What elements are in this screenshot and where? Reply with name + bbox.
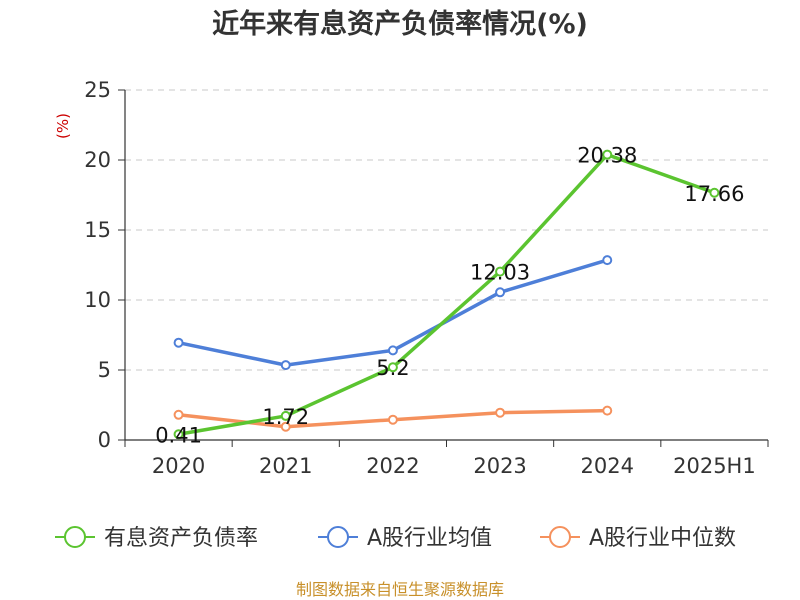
data-point (602, 255, 613, 266)
data-label: 17.66 (684, 182, 744, 206)
data-point (280, 421, 291, 432)
legend-marker (327, 526, 349, 548)
x-tick-label: 2020 (152, 454, 205, 478)
legend-marker (64, 526, 86, 548)
data-labels: 0.41 1.72 5.2 12.03 20.38 17.66 (155, 144, 744, 448)
legend-label: 有息资产负债率 (104, 526, 258, 551)
legend-marker (549, 526, 571, 548)
data-point (387, 414, 398, 425)
y-tick-label: 15 (84, 218, 111, 242)
x-tick-label: 2022 (366, 454, 419, 478)
x-tick-label: 2021 (259, 454, 312, 478)
data-label: 20.38 (577, 144, 637, 168)
x-tick-label: 2024 (581, 454, 634, 478)
y-tick-label: 20 (84, 148, 111, 172)
data-point (173, 337, 184, 348)
data-point (280, 360, 291, 371)
data-label: 5.2 (376, 356, 409, 380)
series-1 (173, 149, 720, 440)
legend-label: A股行业均值 (367, 526, 492, 551)
series-2 (173, 255, 613, 371)
data-point (495, 266, 506, 277)
data-point (387, 345, 398, 356)
chart-title: 近年来有息资产负债率情况(%) (212, 8, 588, 40)
data-point (709, 187, 720, 198)
x-tick-label: 2025H1 (673, 454, 756, 478)
data-point (387, 362, 398, 373)
data-point (173, 429, 184, 440)
axes: 0 5 10 15 20 25 2020 2021 2022 2023 2024 2025H1 (84, 78, 769, 478)
y-tick-label: 0 (98, 428, 111, 452)
series-3 (173, 405, 613, 432)
legend-label: A股行业中位数 (589, 526, 736, 551)
data-label: 0.41 (155, 423, 202, 447)
data-label: 12.03 (470, 261, 530, 285)
data-point (602, 405, 613, 416)
data-point (602, 149, 613, 160)
y-tick-label: 25 (84, 78, 111, 102)
grid-lines (125, 89, 768, 371)
data-point (173, 409, 184, 420)
data-label: 1.72 (262, 405, 309, 429)
y-axis-label: (%) (54, 113, 72, 139)
y-tick-label: 5 (98, 358, 111, 382)
source-note: 制图数据来自恒生聚源数据库 (296, 580, 504, 599)
legend: 有息资产负债率 A股行业均值 A股行业中位数 (55, 526, 736, 551)
legend-item: A股行业均值 (318, 526, 492, 551)
series-layer (173, 149, 720, 440)
y-tick-label: 10 (84, 288, 111, 312)
legend-item: A股行业中位数 (540, 526, 736, 551)
series-line (178, 152, 716, 436)
legend-item: 有息资产负债率 (55, 526, 258, 551)
data-point (495, 287, 506, 298)
data-point (280, 410, 291, 421)
x-tick-label: 2023 (473, 454, 526, 478)
data-point (495, 407, 506, 418)
